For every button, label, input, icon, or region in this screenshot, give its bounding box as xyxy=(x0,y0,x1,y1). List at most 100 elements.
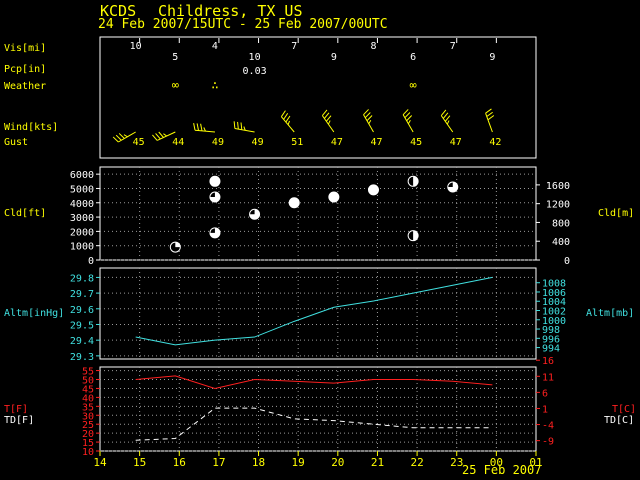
temperature-series xyxy=(135,375,493,441)
time-axis-tick-label: 01 xyxy=(529,456,542,469)
time-axis-tick-label: 14 xyxy=(93,456,107,469)
wind-barb xyxy=(280,110,295,133)
time-axis-tick-label: 23 xyxy=(450,456,463,469)
station-id: KCDS xyxy=(100,2,136,20)
wind-barb-feather xyxy=(155,133,161,140)
wind-barb-feather xyxy=(158,131,164,138)
altimeter-mb-tick-label: 1006 xyxy=(542,288,566,299)
cloud-cover-clear-sector xyxy=(408,231,414,241)
station-location: Childress, TX US xyxy=(158,2,303,20)
wind-barb-feather xyxy=(283,113,289,120)
wind-barb-feather xyxy=(112,136,119,143)
gust-value: 49 xyxy=(252,137,264,148)
wind-barb-feather xyxy=(152,134,158,141)
temp-c-label: T[C] xyxy=(612,404,636,415)
wind-barb-feather xyxy=(324,112,330,119)
visibility-value: 10 xyxy=(130,41,142,52)
wind-barb-feather xyxy=(402,109,409,116)
temp-c-tick-label: -4 xyxy=(542,421,554,432)
axis-ticks: 0100020003000400050006000040080012001600… xyxy=(70,170,570,469)
cloud-cover-clear-sector xyxy=(210,192,215,198)
altimeter-panel-frame xyxy=(99,267,537,360)
wind-barb-feather xyxy=(444,115,451,122)
observation-row: 10 5 4 10 7 9 8 6 7 9 0.03 ∞ ∴ ∞ 45 44 49 49 51 47 47 45 47 42 xyxy=(112,41,501,148)
date-label: 25 Feb 2007 xyxy=(462,463,541,477)
altimeter-series xyxy=(135,276,493,346)
wind-barb-feather xyxy=(446,120,450,125)
cloud-ft-tick-label: 4000 xyxy=(70,199,94,210)
temp-f-tick-label: 20 xyxy=(82,429,94,440)
time-axis-tick-label: 20 xyxy=(331,456,344,469)
wind-barb-feather xyxy=(404,112,411,119)
weather-haze-icon: ∞ xyxy=(410,78,417,92)
temperature-line xyxy=(135,375,493,389)
visibility-value: 6 xyxy=(410,52,416,63)
altimeter-mb-label: Altm[mb] xyxy=(586,308,634,319)
vis-label: Vis[mi] xyxy=(4,43,46,54)
dewpoint-c-label: TD[C] xyxy=(604,415,634,426)
time-axis-tick-label: 22 xyxy=(410,456,423,469)
grid-lines xyxy=(100,38,536,452)
wind-barb-feather xyxy=(163,133,167,137)
altimeter-mb-tick-label: 1002 xyxy=(542,307,566,318)
wind-barb-feather xyxy=(486,111,493,117)
temp-c-tick-label: 1 xyxy=(542,404,548,415)
wind-barb xyxy=(321,109,335,133)
cloud-cover-clear-sector xyxy=(170,242,180,252)
wind-barb xyxy=(440,109,454,133)
altimeter-inhg-tick-label: 29.7 xyxy=(70,289,94,300)
wind-barb-feather xyxy=(440,109,447,116)
time-axis-tick-label: 15 xyxy=(133,456,146,469)
cloud-m-tick-label: 0 xyxy=(564,256,570,267)
cloud-cover-point xyxy=(209,175,221,187)
wind-barb-feather xyxy=(363,109,369,116)
gust-value: 49 xyxy=(212,137,224,148)
cloud-cover-clear-sector xyxy=(448,182,453,188)
visibility-value: 8 xyxy=(370,41,376,52)
temp-f-tick-label: 50 xyxy=(82,376,94,387)
altimeter-inhg-label: Altm[inHg] xyxy=(4,308,64,319)
altimeter-inhg-tick-label: 29.6 xyxy=(70,305,94,316)
wind-barb-feather xyxy=(237,121,239,130)
wind-barb-feather xyxy=(118,133,125,139)
weather-haze-icon: ∞ xyxy=(172,78,179,92)
obs-panel-frame xyxy=(99,36,537,159)
gust-value: 51 xyxy=(291,137,303,148)
weather-label: Weather xyxy=(4,81,46,92)
cloud-m-tick-label: 800 xyxy=(552,218,570,229)
wind-barb-feather xyxy=(327,120,331,125)
cloud-ft-tick-label: 1000 xyxy=(70,242,94,253)
cloud-panel-frame xyxy=(99,166,537,261)
wind-barb-feather xyxy=(123,134,128,138)
gust-value: 47 xyxy=(450,137,462,148)
time-axis-tick-label: 00 xyxy=(490,456,503,469)
wind-barb-feather xyxy=(193,123,196,131)
time-axis-tick-label: 17 xyxy=(212,456,225,469)
altimeter-line xyxy=(135,276,493,346)
wind-barb-feather xyxy=(285,115,291,123)
temp-f-tick-label: 30 xyxy=(82,411,94,422)
wind-barb-feather xyxy=(196,123,199,131)
wind-barb xyxy=(193,123,215,133)
cloud-ft-tick-label: 2000 xyxy=(70,227,94,238)
wind-barb-feather xyxy=(115,134,122,141)
cloud-cover-clear-sector xyxy=(408,176,414,186)
cloud-ft-tick-label: 6000 xyxy=(70,170,94,181)
gust-value: 47 xyxy=(370,137,382,148)
temp-f-tick-label: 55 xyxy=(82,367,94,378)
cloud-m-tick-label: 1200 xyxy=(546,200,570,211)
cloud-cover-clear-sector xyxy=(250,209,255,215)
visibility-value: 10 xyxy=(249,52,261,63)
wind-barb-feather xyxy=(326,115,332,122)
visibility-value: 9 xyxy=(331,52,337,63)
time-axis-tick-label: 18 xyxy=(252,456,265,469)
cloud-cover-clear-sector xyxy=(210,228,215,233)
wind-barb-feather xyxy=(487,115,495,121)
wind-barb-feather xyxy=(233,121,236,129)
weather-drizzle-icon: ∴ xyxy=(211,78,218,92)
wind-barb-feather xyxy=(406,115,413,122)
altimeter-mb-tick-label: 1000 xyxy=(542,316,566,327)
dewpoint-line xyxy=(135,407,493,441)
